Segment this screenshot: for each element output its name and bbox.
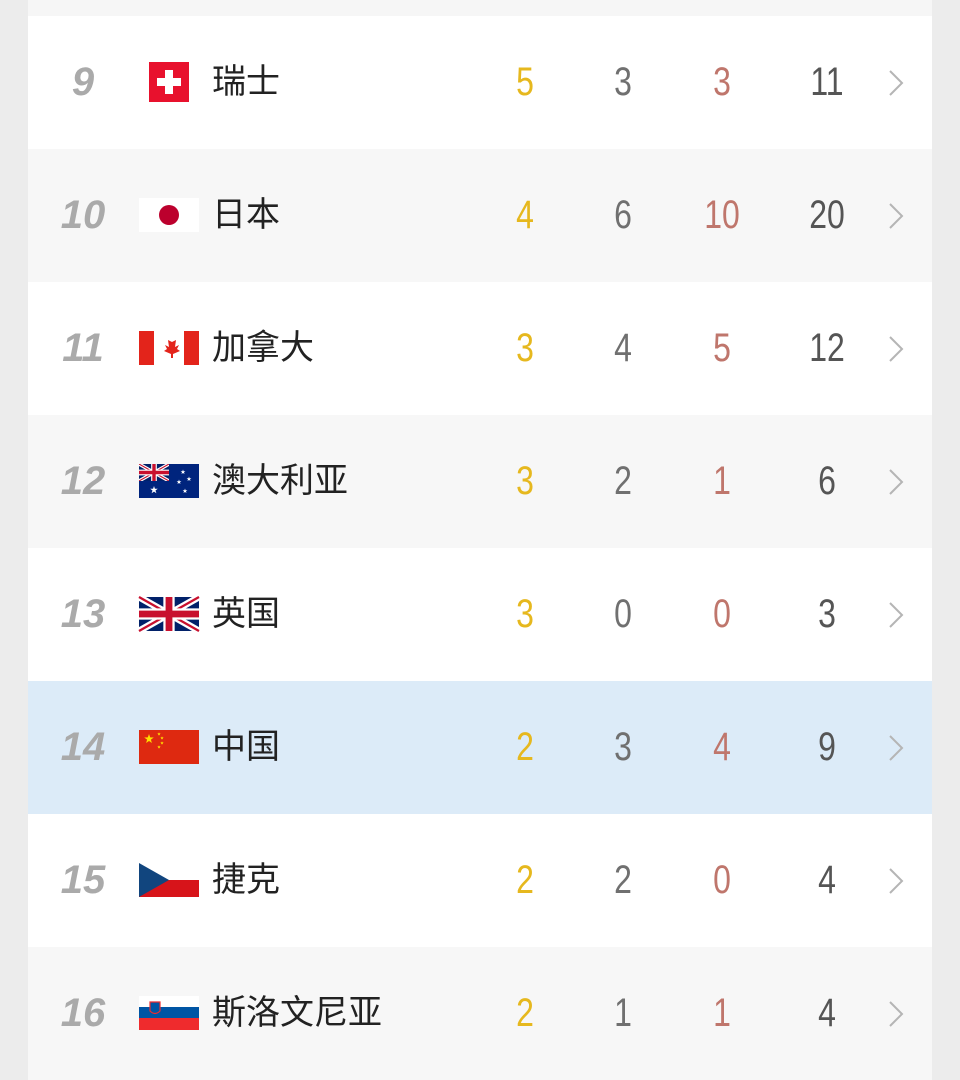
country-name: 加拿大: [212, 329, 314, 367]
silver-count: 2: [614, 459, 632, 503]
rank: 16: [60, 991, 106, 1035]
medal-row[interactable]: 13 英国 3 0 0 3: [28, 548, 932, 681]
gold-count: 3: [516, 459, 534, 503]
medal-row[interactable]: 11 加拿大 3 4 5 12: [28, 282, 932, 415]
chevron[interactable]: [886, 601, 906, 629]
silver-count: 0: [614, 592, 632, 636]
bronze-count: 0: [713, 592, 731, 636]
chevron[interactable]: [886, 69, 906, 97]
country-name: 斯洛文尼亚: [212, 994, 382, 1032]
country-name: 日本: [212, 196, 280, 234]
bronze-count: 1: [713, 459, 731, 503]
row-partial: [28, 0, 932, 16]
total-count: 4: [818, 991, 836, 1035]
bronze-count: 5: [713, 326, 731, 370]
total-count: 12: [809, 326, 845, 370]
flag-icon: [139, 730, 199, 764]
total-count: 3: [818, 592, 836, 636]
silver-count: 1: [614, 991, 632, 1035]
gold-count: 2: [516, 725, 534, 769]
total-count: 9: [818, 725, 836, 769]
silver-count: 2: [614, 858, 632, 902]
medal-row[interactable]: 9 瑞士 5 3 3 11: [28, 16, 932, 149]
total-count: 20: [809, 193, 845, 237]
country-name: 英国: [212, 595, 280, 633]
flag-icon: [137, 594, 201, 634]
total-count: 6: [818, 459, 836, 503]
gold-count: 2: [516, 858, 534, 902]
bronze-count: 4: [713, 725, 731, 769]
country-name: 中国: [212, 728, 280, 766]
chevron[interactable]: [886, 335, 906, 363]
medal-row[interactable]: 10 日本 4 6 10 20: [28, 149, 932, 282]
country-name: 澳大利亚: [212, 462, 348, 500]
total-count: 4: [818, 858, 836, 902]
country-name: 捷克: [212, 861, 280, 899]
rank: 11: [62, 326, 104, 370]
rank: 15: [60, 858, 106, 902]
bronze-count: 1: [713, 991, 731, 1035]
country-name: 瑞士: [212, 63, 280, 101]
bronze-count: 10: [704, 193, 740, 237]
flag-icon: [139, 198, 199, 232]
rank: 10: [60, 193, 106, 237]
chevron[interactable]: [886, 734, 906, 762]
total-count: 11: [810, 60, 844, 104]
rank: 13: [60, 592, 106, 636]
flag-icon: [139, 996, 199, 1030]
flag-icon: [139, 464, 199, 498]
medal-row[interactable]: 15 捷克 2 2 0 4: [28, 814, 932, 947]
silver-count: 4: [614, 326, 632, 370]
gold-count: 3: [516, 326, 534, 370]
rank: 9: [71, 60, 95, 104]
medal-row[interactable]: 14 中国 2 3 4 9: [28, 681, 932, 814]
chevron[interactable]: [886, 202, 906, 230]
gold-count: 3: [516, 592, 534, 636]
bronze-count: 0: [713, 858, 731, 902]
silver-count: 3: [614, 60, 632, 104]
chevron[interactable]: [886, 867, 906, 895]
flag-icon: [139, 331, 199, 365]
rank: 14: [60, 725, 106, 769]
gold-count: 5: [516, 60, 534, 104]
medal-table: 9 瑞士 5 3 3 11 10 日本 4 6 10 20 11 加拿大 3 4 5 12 12 澳大利亚 3 2 1 6 1…: [28, 0, 932, 1080]
rank: 12: [60, 459, 106, 503]
medal-row[interactable]: 12 澳大利亚 3 2 1 6: [28, 415, 932, 548]
flag-icon: [149, 62, 189, 102]
bronze-count: 3: [713, 60, 731, 104]
silver-count: 3: [614, 725, 632, 769]
medal-row[interactable]: 16 斯洛文尼亚 2 1 1 4: [28, 947, 932, 1080]
flag-icon: [139, 863, 199, 897]
silver-count: 6: [614, 193, 632, 237]
gold-count: 4: [516, 193, 534, 237]
chevron[interactable]: [886, 1000, 906, 1028]
chevron[interactable]: [886, 468, 906, 496]
gold-count: 2: [516, 991, 534, 1035]
